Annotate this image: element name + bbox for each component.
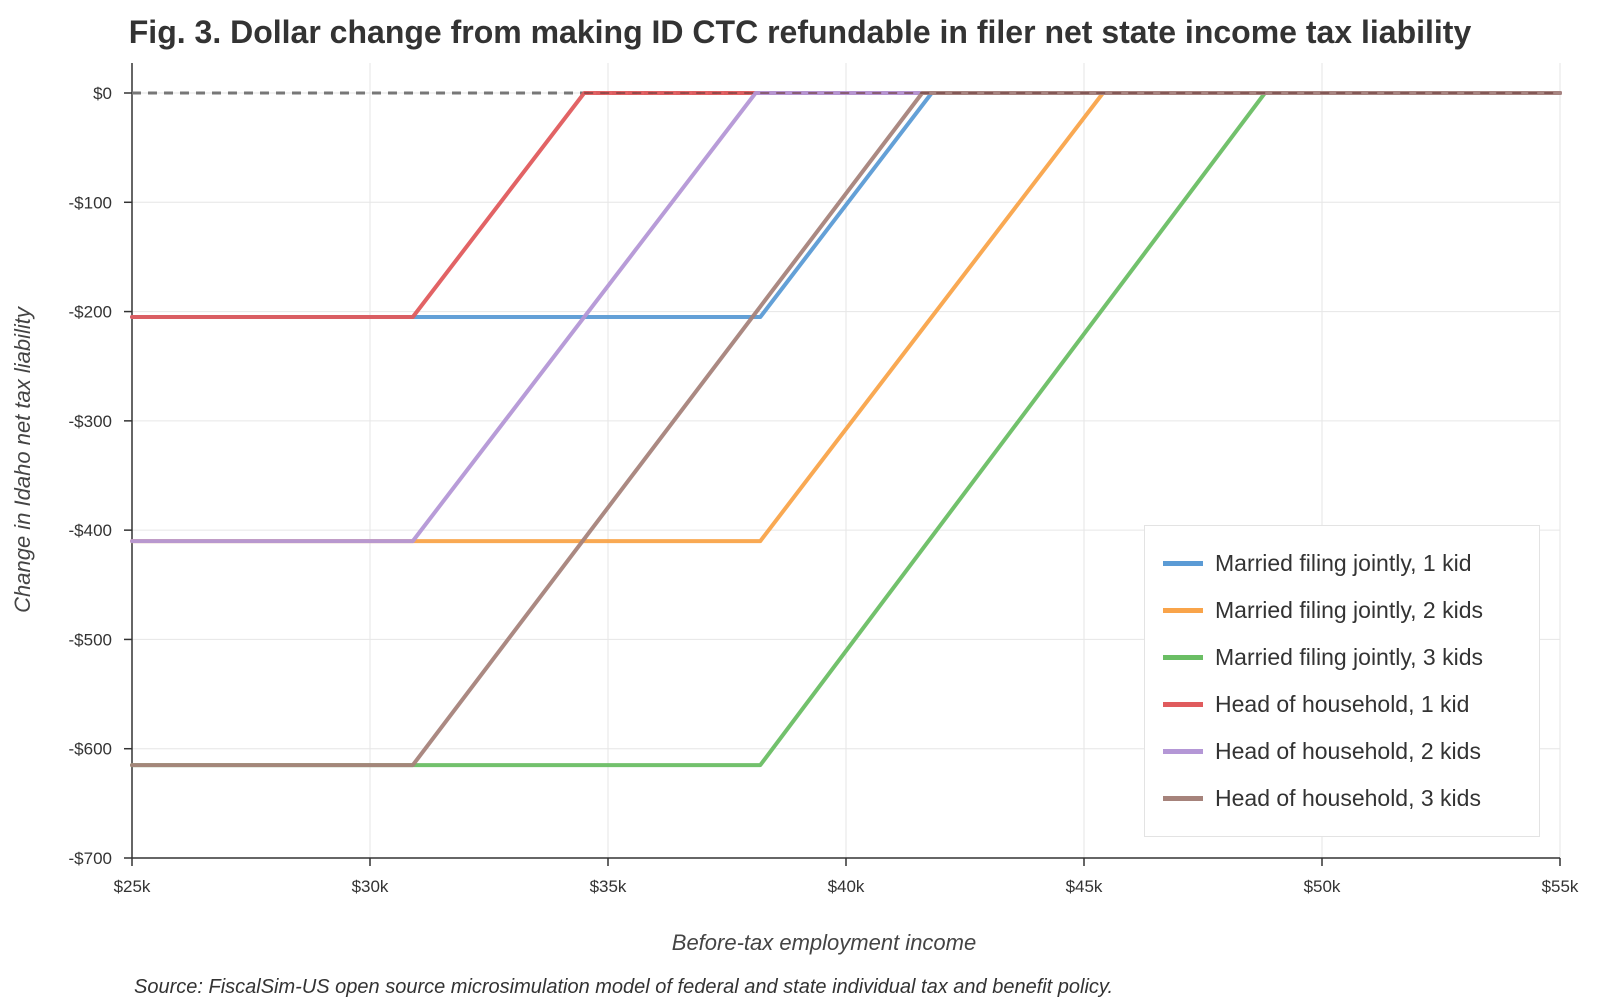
y-tick-label: $0 [93,84,112,103]
x-tick-label: $25k [114,877,151,896]
legend-item: Head of household, 3 kids [1163,775,1539,822]
legend-label: Married filing jointly, 1 kid [1215,550,1472,576]
series-lines [130,91,1562,768]
legend-item: Head of household, 1 kid [1163,681,1539,728]
y-axis-title: Change in Idaho net tax liability [10,305,35,613]
y-tick-label: -$700 [69,849,112,868]
y-tick-label: -$400 [69,521,112,540]
y-tick-label: -$200 [69,303,112,322]
legend-label: Married filing jointly, 3 kids [1215,644,1484,670]
legend-label: Married filing jointly, 2 kids [1215,597,1484,623]
legend-item: Head of household, 2 kids [1163,728,1539,775]
axes [124,63,1561,866]
x-tick-label: $45k [1066,877,1103,896]
legend-item: Married filing jointly, 3 kids [1163,634,1539,681]
legend-label: Head of household, 1 kid [1215,691,1470,717]
legend-swatch [1163,655,1203,660]
legend-swatch [1163,608,1203,613]
legend-swatch [1163,749,1203,754]
chart-legend: Married filing jointly, 1 kid Married fil… [1144,525,1540,837]
x-axis-title: Before-tax employment income [672,930,976,955]
x-tick-label: $55k [1542,877,1579,896]
legend-item: Married filing jointly, 1 kid [1163,540,1539,587]
legend-swatch [1163,796,1203,801]
legend-swatch [1163,561,1203,566]
y-tick-label: -$100 [69,193,112,212]
chart-title: Fig. 3. Dollar change from making ID CTC… [128,14,1472,50]
y-tick-label: -$600 [69,740,112,759]
x-tick-label: $50k [1304,877,1341,896]
legend-label: Head of household, 3 kids [1215,785,1481,811]
x-tick-label: $40k [828,877,865,896]
legend-swatch [1163,702,1203,707]
legend-item: Married filing jointly, 2 kids [1163,587,1539,634]
y-tick-label: -$500 [69,630,112,649]
tick-labels: $25k $30k $35k $40k $45k $50k $55k $0 -$100 -$200… [69,84,1579,896]
y-tick-label: -$300 [69,412,112,431]
legend-label: Head of household, 2 kids [1215,738,1481,764]
x-tick-label: $35k [590,877,627,896]
x-tick-label: $30k [352,877,389,896]
source-note: Source: FiscalSim-US open source microsi… [134,976,1114,998]
